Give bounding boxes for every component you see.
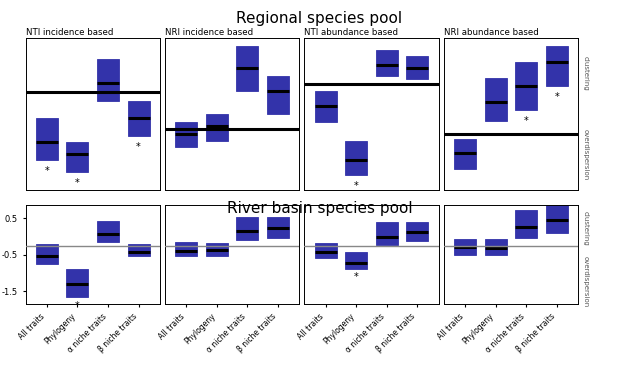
PathPatch shape [36,119,58,160]
Text: NRI incidence based: NRI incidence based [165,28,253,37]
Text: *: * [75,178,80,188]
PathPatch shape [206,114,228,141]
Text: *: * [354,181,358,191]
PathPatch shape [315,243,337,258]
PathPatch shape [516,62,537,110]
PathPatch shape [406,56,429,79]
Text: *: * [555,92,559,102]
Text: *: * [136,142,141,152]
PathPatch shape [516,210,537,238]
Text: NTI incidence based: NTI incidence based [26,28,113,37]
PathPatch shape [376,222,398,245]
PathPatch shape [485,78,507,121]
PathPatch shape [97,59,119,101]
PathPatch shape [346,141,367,175]
Text: clustering: clustering [583,211,589,245]
PathPatch shape [66,142,88,172]
PathPatch shape [236,46,258,91]
PathPatch shape [236,217,258,240]
Text: River basin species pool: River basin species pool [227,201,412,216]
PathPatch shape [128,244,150,256]
PathPatch shape [485,239,507,255]
PathPatch shape [206,243,228,256]
PathPatch shape [406,222,429,241]
PathPatch shape [315,91,337,122]
Text: *: * [524,116,528,126]
PathPatch shape [346,252,367,269]
PathPatch shape [175,242,197,256]
Text: *: * [45,166,49,176]
PathPatch shape [546,180,568,233]
PathPatch shape [36,244,58,264]
PathPatch shape [546,46,568,86]
PathPatch shape [128,101,150,136]
PathPatch shape [97,221,119,242]
PathPatch shape [376,50,398,76]
Text: Regional species pool: Regional species pool [236,11,403,26]
Text: NTI abundance based: NTI abundance based [304,28,399,37]
PathPatch shape [175,122,197,147]
Text: NRI abundance based: NRI abundance based [444,28,539,37]
PathPatch shape [454,239,476,255]
Text: clustering: clustering [583,55,589,90]
PathPatch shape [267,217,289,238]
Text: *: * [75,301,80,310]
PathPatch shape [267,76,289,114]
Text: overdispersion: overdispersion [583,256,589,307]
Text: overdispersion: overdispersion [583,130,589,180]
PathPatch shape [66,269,88,297]
PathPatch shape [454,139,476,169]
Text: *: * [354,272,358,282]
